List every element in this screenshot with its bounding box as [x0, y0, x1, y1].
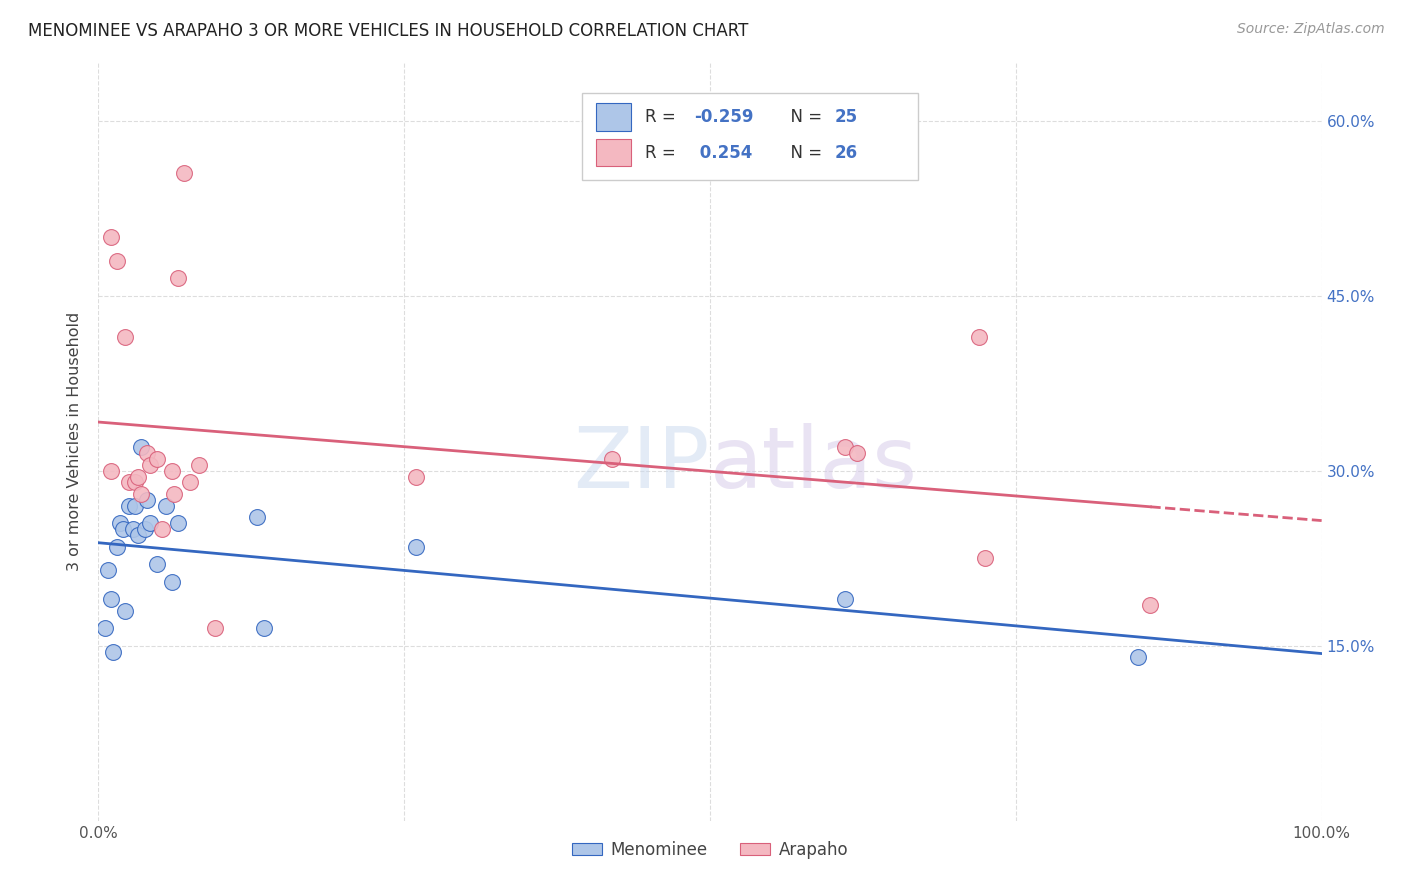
Point	[118, 499, 141, 513]
Point	[834, 592, 856, 607]
Point	[845, 446, 868, 460]
Point	[834, 441, 856, 455]
Point	[150, 522, 173, 536]
Point	[139, 516, 162, 531]
Point	[121, 522, 143, 536]
Text: MENOMINEE VS ARAPAHO 3 OR MORE VEHICLES IN HOUSEHOLD CORRELATION CHART: MENOMINEE VS ARAPAHO 3 OR MORE VEHICLES …	[28, 22, 748, 40]
Point	[204, 621, 226, 635]
Legend: Menominee, Arapaho: Menominee, Arapaho	[565, 834, 855, 865]
Point	[146, 557, 169, 571]
Point	[405, 469, 427, 483]
Point	[179, 475, 201, 490]
Point	[136, 492, 159, 507]
Point	[967, 329, 990, 343]
Point	[114, 329, 136, 343]
Point	[405, 540, 427, 554]
Text: N =: N =	[780, 144, 827, 161]
Point	[127, 469, 149, 483]
FancyBboxPatch shape	[582, 93, 918, 180]
Point	[105, 253, 128, 268]
Point	[173, 166, 195, 180]
Point	[187, 458, 209, 472]
Point	[114, 604, 136, 618]
Point	[100, 464, 122, 478]
Text: -0.259: -0.259	[695, 108, 754, 126]
Text: 25: 25	[835, 108, 858, 126]
Point	[160, 574, 183, 589]
Point	[127, 528, 149, 542]
Point	[129, 487, 152, 501]
Point	[1139, 598, 1161, 612]
Point	[124, 475, 146, 490]
Point	[118, 475, 141, 490]
Point	[246, 510, 269, 524]
Point	[100, 592, 122, 607]
FancyBboxPatch shape	[596, 103, 630, 130]
Point	[134, 522, 156, 536]
Text: 0.254: 0.254	[695, 144, 752, 161]
Point	[93, 621, 115, 635]
Point	[101, 644, 124, 658]
Point	[974, 551, 997, 566]
Text: atlas: atlas	[710, 423, 918, 506]
Point	[111, 522, 134, 536]
Point	[110, 516, 132, 531]
Point	[163, 487, 186, 501]
Text: N =: N =	[780, 108, 827, 126]
Point	[160, 464, 183, 478]
Point	[167, 271, 190, 285]
Point	[124, 499, 146, 513]
Point	[252, 621, 274, 635]
Point	[136, 446, 159, 460]
Point	[600, 452, 623, 467]
Point	[139, 458, 162, 472]
Point	[105, 540, 128, 554]
Point	[100, 230, 122, 244]
Text: R =: R =	[645, 108, 681, 126]
Point	[146, 452, 169, 467]
Text: 26: 26	[835, 144, 858, 161]
Point	[97, 563, 120, 577]
FancyBboxPatch shape	[596, 139, 630, 166]
Point	[1128, 650, 1150, 665]
Y-axis label: 3 or more Vehicles in Household: 3 or more Vehicles in Household	[67, 312, 83, 571]
Point	[155, 499, 177, 513]
Point	[167, 516, 190, 531]
Point	[129, 441, 152, 455]
Text: R =: R =	[645, 144, 681, 161]
Text: Source: ZipAtlas.com: Source: ZipAtlas.com	[1237, 22, 1385, 37]
Text: ZIP: ZIP	[574, 423, 710, 506]
